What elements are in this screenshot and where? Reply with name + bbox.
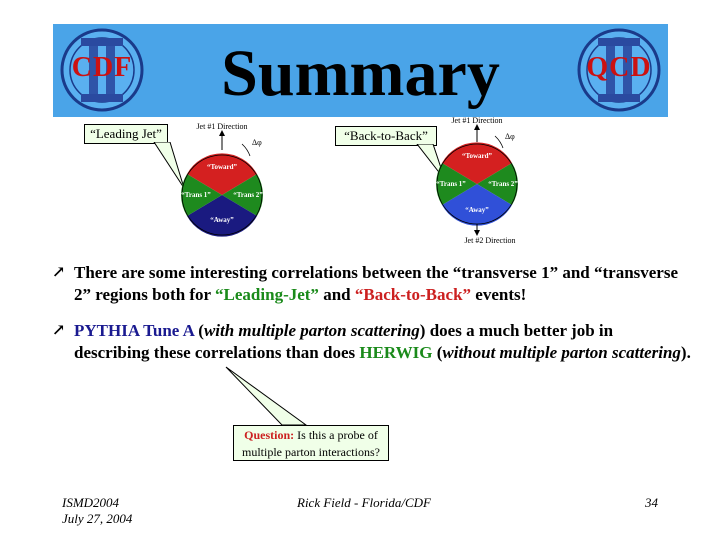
bullet2-paren-open-2: (: [432, 343, 443, 362]
bullet2-pythia: PYTHIA Tune A: [74, 321, 195, 340]
cdf-logo: CDF: [57, 24, 147, 117]
bullet-arrow-icon: ↗: [52, 322, 66, 339]
bullet2-without-mps: without multiple parton scattering: [442, 343, 681, 362]
bullet2-end: ).: [680, 343, 691, 362]
bullet1-text-3: events!: [471, 285, 527, 304]
question-label: Question:: [244, 428, 295, 442]
footer-author: Rick Field - Florida/CDF: [297, 495, 431, 510]
bullet-pythia: ↗ PYTHIA Tune A (with multiple parton sc…: [52, 320, 692, 364]
btb-top-label: Jet #1 Direction: [451, 116, 502, 125]
lj-trans1-region: [181, 174, 222, 216]
lj-toward-region: [187, 153, 257, 195]
question-callout-tail: [225, 366, 308, 426]
back-to-back-diagram: Jet #1 Direction Δφ “Toward” “Trans 1” “…: [436, 116, 518, 245]
question-text: Is this a probe of multiple parton inter…: [242, 428, 380, 459]
btb-angle-label: Δφ: [505, 132, 515, 141]
lj-away-region: [187, 195, 257, 237]
bullet-arrow-icon: ↗: [52, 264, 66, 281]
bullet1-leading-jet: “Leading-Jet”: [215, 285, 319, 304]
bullet2-paren-open: (: [194, 321, 204, 340]
qcd-logo: QCD: [574, 24, 664, 117]
bullet1-back-to-back: “Back-to-Back”: [354, 285, 472, 304]
lj-top-label: Jet #1 Direction: [196, 122, 247, 131]
question-callout: Question: Is this a probe of multiple pa…: [233, 425, 389, 461]
lj-trans2-region: [222, 174, 263, 216]
lj-angle-label: Δφ: [252, 138, 262, 147]
lj-label-toward: “Toward”: [207, 163, 238, 171]
bullet1-text-2: and: [318, 285, 355, 304]
lj-label-away: “Away”: [210, 216, 234, 224]
bullet-correlations: ↗ There are some interesting correlation…: [52, 262, 692, 306]
btb-away-region: [442, 184, 512, 226]
btb-label-trans1: “Trans 1”: [436, 180, 466, 188]
bullet1-text-1: There are some interesting correlations …: [74, 263, 679, 304]
leading-jet-callout: “Leading Jet”: [84, 124, 168, 144]
bullet-list: ↗ There are some interesting correlation…: [52, 262, 692, 378]
footer-conference-name: ISMD2004: [62, 495, 120, 510]
page-title: Summary: [221, 37, 500, 110]
lj-label-trans2: “Trans 2”: [233, 191, 263, 199]
lj-label-trans1: “Trans 1”: [181, 191, 211, 199]
footer-conference: ISMD2004 July 27, 2004: [62, 495, 132, 527]
btb-bottom-label: Jet #2 Direction: [464, 236, 515, 245]
bullet2-herwig: HERWIG: [359, 343, 433, 362]
bullet2-text: ) does a much better job in describing t…: [74, 321, 614, 362]
leading-jet-callout-tail: [153, 142, 185, 189]
btb-label-trans2: “Trans 2”: [488, 180, 518, 188]
title-banner: CDF Summary QCD: [53, 24, 668, 117]
qcd-logo-text: QCD: [586, 52, 652, 83]
btb-label-away: “Away”: [465, 206, 489, 214]
btb-label-toward: “Toward”: [462, 152, 493, 160]
btb-toward-region: [442, 142, 512, 184]
cdf-logo-text: CDF: [71, 52, 133, 83]
leading-jet-diagram: Jet #1 Direction Δφ “Toward” “Trans 1” “…: [181, 122, 263, 237]
btb-trans2-region: [477, 163, 518, 205]
bullet2-with-mps: with multiple parton scattering: [203, 321, 420, 340]
back-to-back-callout: “Back-to-Back”: [335, 126, 437, 146]
page-number: 34: [645, 495, 658, 510]
btb-trans1-region: [436, 163, 477, 205]
back-to-back-callout-tail: [416, 144, 446, 181]
footer-date: July 27, 2004: [62, 511, 133, 526]
